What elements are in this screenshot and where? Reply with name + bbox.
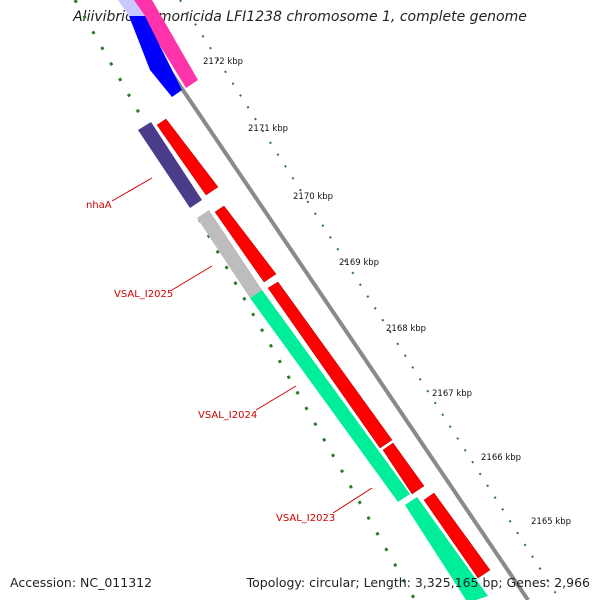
gene-label-VSAL_I2025: VSAL_I2025 [114,289,173,300]
accession-text: Accession: NC_011312 [10,575,153,590]
gene-label-VSAL_I2024: VSAL_I2024 [198,410,257,421]
position-label: 2170 kbp [293,192,333,202]
violet-gene-nhaA[interactable] [138,122,202,208]
gene-label-VSAL_I2023: VSAL_I2023 [276,513,335,524]
position-labels: 2172 kbp 2171 kbp 2170 kbp 2169 kbp 2168… [203,57,571,527]
position-label: 2168 kbp [386,324,426,334]
red-gene-3[interactable] [267,281,393,449]
position-label: 2172 kbp [203,57,243,67]
position-label: 2169 kbp [339,258,379,268]
red-gene-4[interactable] [382,442,425,495]
grey-gene-VSAL_I2025[interactable] [197,210,262,298]
red-gene-1[interactable] [156,118,219,196]
leader-line-nhaA [111,177,153,202]
gene-labels: nhaA VSAL_I2025 VSAL_I2024 VSAL_I2023 [86,177,373,524]
tick-ring-outer [179,0,561,600]
position-label: 2165 kbp [531,517,571,527]
red-gene-2[interactable] [214,205,277,283]
leader-line-VSAL_I2025 [171,265,213,291]
green-gene-VSAL_I2024[interactable] [250,290,410,502]
blue-feature-light[interactable] [118,0,145,16]
gene-label-nhaA: nhaA [86,200,112,211]
leader-line-VSAL_I2024 [255,385,297,411]
red-gene-5[interactable] [423,492,491,579]
position-label: 2171 kbp [248,124,288,134]
green-gene-VSAL_I2023[interactable] [405,497,488,600]
pink-feature[interactable] [132,0,198,88]
blue-feature[interactable] [129,16,182,97]
leader-line-VSAL_I2023 [332,487,373,514]
tick-ring-inner [73,0,417,600]
position-label: 2167 kbp [432,389,472,399]
genome-backbone [120,0,530,600]
map-title: Aliivibrio salmonicida LFI1238 chromosom… [73,9,527,25]
summary-text: Topology: circular; Length: 3,325,165 bp… [246,575,590,590]
position-label: 2166 kbp [481,453,521,463]
